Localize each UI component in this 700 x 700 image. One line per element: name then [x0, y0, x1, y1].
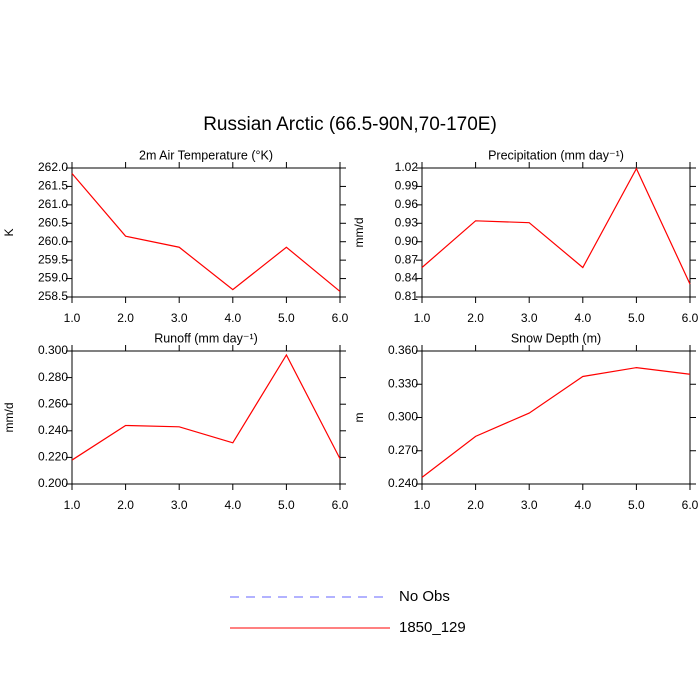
y-tick-label: 0.99 [395, 179, 419, 193]
y-tick-label: 0.90 [395, 234, 419, 248]
plot-frame [421, 167, 691, 298]
y-tick-label: 260.0 [38, 234, 68, 248]
data-line [71, 353, 341, 461]
y-tick-label: 0.280 [38, 370, 68, 384]
x-tick-label: 3.0 [521, 311, 538, 325]
data-line [421, 167, 691, 285]
x-tick-label: 4.0 [224, 498, 241, 512]
y-axis-label: mm/d [2, 403, 16, 433]
y-axis-label: K [2, 228, 16, 236]
x-tick-label: 1.0 [64, 498, 81, 512]
y-tick-label: 262.0 [38, 160, 68, 174]
legend-label: No Obs [399, 588, 450, 605]
x-tick-label: 4.0 [574, 311, 591, 325]
plot-frame [421, 350, 691, 485]
x-tick-label: 4.0 [224, 311, 241, 325]
y-tick-label: 260.5 [38, 215, 68, 229]
y-tick-label: 0.220 [38, 450, 68, 464]
x-tick-label: 5.0 [628, 498, 645, 512]
x-tick-label: 5.0 [278, 498, 295, 512]
y-tick-label: 0.81 [395, 289, 419, 303]
y-tick-label: 0.240 [38, 423, 68, 437]
x-tick-label: 1.0 [414, 311, 431, 325]
x-tick-label: 2.0 [467, 311, 484, 325]
x-tick-label: 5.0 [628, 311, 645, 325]
x-tick-label: 6.0 [682, 311, 699, 325]
y-tick-label: 0.360 [388, 343, 418, 357]
x-tick-label: 3.0 [171, 311, 188, 325]
y-tick-label: 0.330 [388, 376, 418, 390]
y-tick-label: 0.93 [395, 215, 419, 229]
y-tick-label: 259.5 [38, 252, 68, 266]
x-tick-label: 2.0 [117, 311, 134, 325]
legend-label: 1850_129 [399, 619, 466, 636]
y-tick-label: 0.240 [388, 476, 418, 490]
y-tick-label: 0.270 [388, 443, 418, 457]
x-tick-label: 6.0 [332, 498, 349, 512]
y-axis-label: mm/d [352, 218, 366, 248]
panel-title: Precipitation (mm day⁻¹) [488, 148, 624, 162]
y-tick-label: 0.96 [395, 197, 419, 211]
plot-frame [71, 167, 341, 298]
x-tick-label: 6.0 [682, 498, 699, 512]
y-tick-label: 0.84 [395, 271, 419, 285]
y-tick-label: 261.5 [38, 179, 68, 193]
panel-title: Runoff (mm day⁻¹) [154, 331, 258, 345]
x-tick-label: 4.0 [574, 498, 591, 512]
x-tick-label: 1.0 [64, 311, 81, 325]
x-tick-label: 3.0 [521, 498, 538, 512]
x-tick-label: 2.0 [467, 498, 484, 512]
x-tick-label: 3.0 [171, 498, 188, 512]
y-tick-label: 0.300 [388, 410, 418, 424]
plot-frame [71, 350, 341, 485]
y-tick-label: 1.02 [395, 160, 419, 174]
y-tick-label: 0.260 [38, 396, 68, 410]
x-tick-label: 5.0 [278, 311, 295, 325]
x-tick-label: 6.0 [332, 311, 349, 325]
data-line [71, 173, 341, 292]
y-tick-label: 258.5 [38, 289, 68, 303]
x-tick-label: 2.0 [117, 498, 134, 512]
y-tick-label: 259.0 [38, 271, 68, 285]
y-axis-label: m [352, 413, 366, 423]
panel-title: Snow Depth (m) [511, 331, 601, 345]
y-tick-label: 0.300 [38, 343, 68, 357]
y-tick-label: 0.200 [38, 476, 68, 490]
y-tick-label: 0.87 [395, 252, 419, 266]
y-tick-label: 261.0 [38, 197, 68, 211]
chart-title: Russian Arctic (66.5-90N,70-170E) [203, 114, 497, 135]
data-line [421, 367, 691, 478]
panel-title: 2m Air Temperature (°K) [139, 148, 273, 162]
x-tick-label: 1.0 [414, 498, 431, 512]
